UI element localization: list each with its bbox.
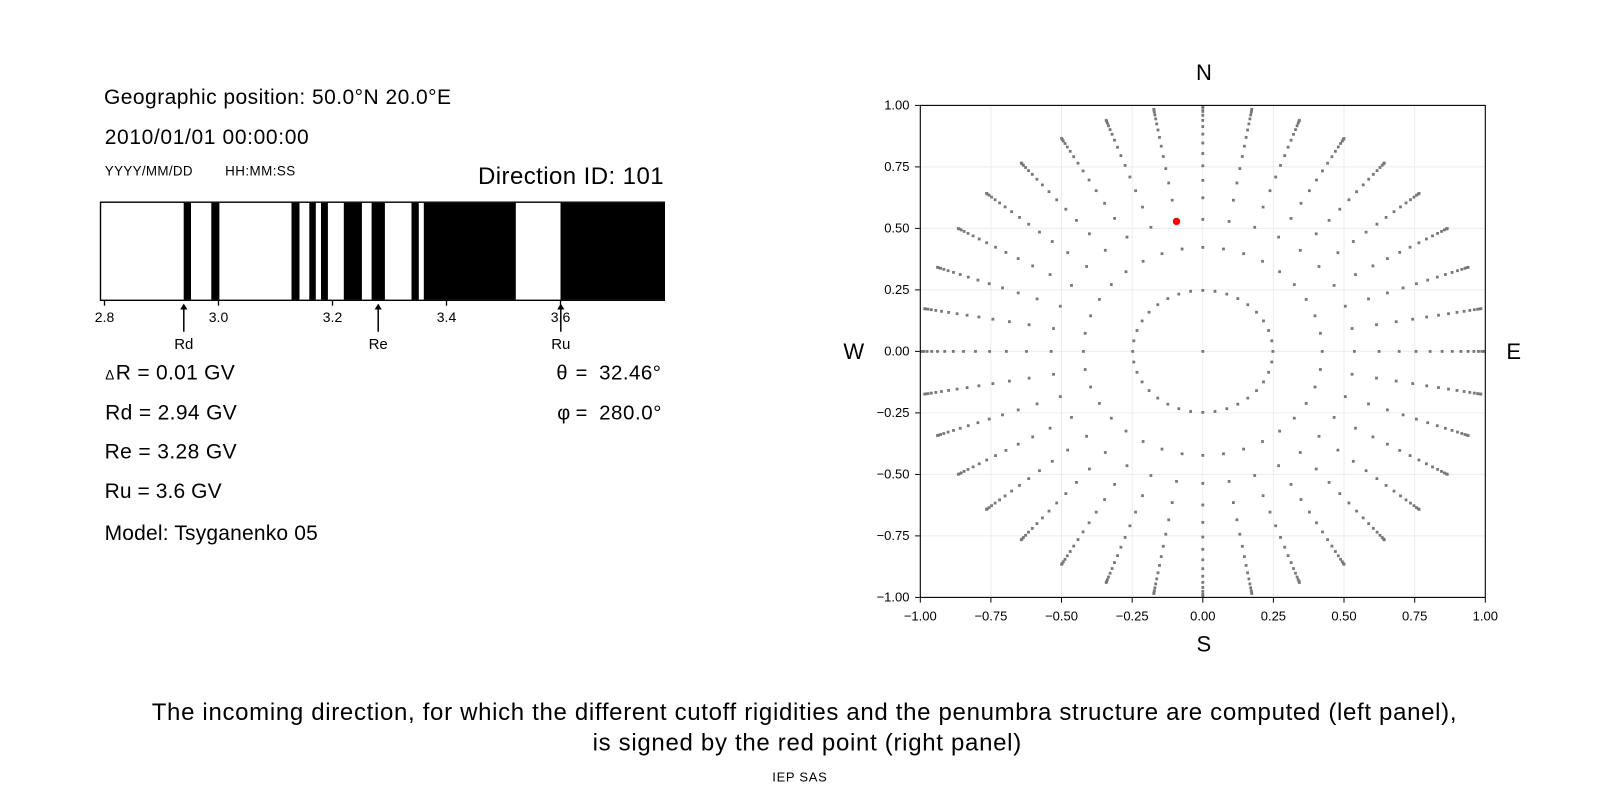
svg-text:Model: Tsyganenko 05: Model: Tsyganenko 05 — [105, 522, 318, 545]
svg-text:2010/01/01 00:00:00: 2010/01/01 00:00:00 — [105, 126, 309, 149]
svg-text:=: = — [576, 362, 588, 384]
svg-text:−0.50: −0.50 — [1045, 608, 1078, 623]
svg-text:R = 0.01 GV: R = 0.01 GV — [116, 361, 235, 384]
svg-text:S: S — [1197, 632, 1212, 657]
svg-text:−0.75: −0.75 — [877, 528, 910, 543]
svg-text:Direction ID: 101: Direction ID: 101 — [478, 163, 664, 190]
svg-text:2.8: 2.8 — [95, 309, 115, 325]
svg-text:1.00: 1.00 — [884, 98, 909, 113]
svg-text:Δ: Δ — [105, 367, 114, 382]
svg-text:0.25: 0.25 — [1261, 608, 1286, 623]
svg-text:IEP SAS: IEP SAS — [772, 769, 827, 784]
svg-text:N: N — [1196, 60, 1212, 85]
svg-text:Geographic position: 50.0°N 20: Geographic position: 50.0°N 20.0°E — [104, 86, 451, 109]
svg-text:0.75: 0.75 — [1402, 608, 1427, 623]
svg-text:0.00: 0.00 — [1190, 608, 1215, 623]
svg-text:Ru = 3.6 GV: Ru = 3.6 GV — [105, 480, 222, 503]
svg-text:is signed by the red point (ri: is signed by the red point (right panel) — [593, 730, 1022, 757]
svg-text:Re: Re — [369, 336, 388, 353]
svg-text:E: E — [1506, 339, 1521, 364]
svg-text:=: = — [576, 403, 588, 425]
svg-text:3.2: 3.2 — [323, 309, 343, 325]
svg-text:0.25: 0.25 — [884, 282, 909, 297]
svg-text:YYYY/MM/DD: YYYY/MM/DD — [105, 163, 193, 178]
svg-text:The incoming direction, for wh: The incoming direction, for which the di… — [152, 699, 1457, 726]
svg-text:3.0: 3.0 — [209, 309, 229, 325]
svg-text:−0.50: −0.50 — [877, 467, 910, 482]
svg-text:HH:MM:SS: HH:MM:SS — [225, 163, 295, 178]
svg-text:W: W — [843, 339, 864, 364]
svg-text:0.75: 0.75 — [884, 159, 909, 174]
svg-text:Rd = 2.94 GV: Rd = 2.94 GV — [105, 402, 237, 425]
svg-text:Ru: Ru — [551, 336, 570, 353]
svg-text:0.50: 0.50 — [884, 221, 909, 236]
svg-text:−0.75: −0.75 — [974, 608, 1007, 623]
svg-text:−1.00: −1.00 — [877, 590, 910, 605]
svg-text:Re = 3.28 GV: Re = 3.28 GV — [105, 441, 237, 464]
svg-text:0.50: 0.50 — [1331, 608, 1356, 623]
svg-text:0.00: 0.00 — [884, 344, 909, 359]
svg-text:θ: θ — [556, 362, 567, 384]
svg-text:280.0°: 280.0° — [599, 402, 661, 425]
svg-text:−1.00: −1.00 — [904, 608, 937, 623]
svg-text:−0.25: −0.25 — [1116, 608, 1149, 623]
svg-text:3.4: 3.4 — [437, 309, 457, 325]
svg-text:φ: φ — [557, 403, 570, 425]
svg-text:Rd: Rd — [174, 336, 193, 353]
svg-text:−0.25: −0.25 — [877, 405, 910, 420]
svg-text:1.00: 1.00 — [1473, 608, 1498, 623]
svg-text:32.46°: 32.46° — [599, 361, 661, 384]
